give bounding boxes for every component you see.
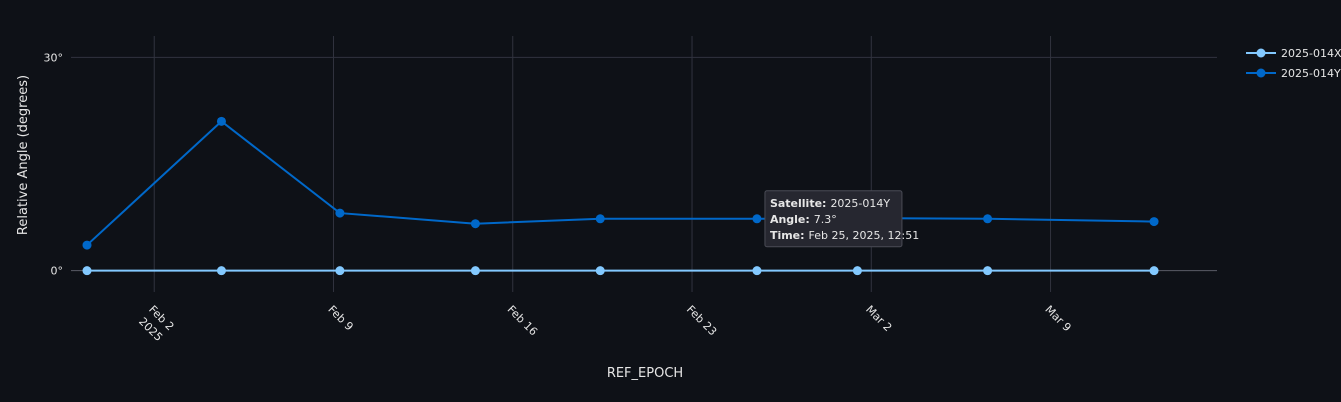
series-layer: [82, 116, 1159, 276]
series-line-2025-014Y: [86, 120, 1155, 246]
tooltip-row: Satellite: 2025-014Y: [770, 197, 890, 210]
data-point-2025-014X-8[interactable]: [1149, 266, 1159, 276]
data-point-2025-014X-1[interactable]: [216, 266, 226, 276]
tooltip-key: Time:: [770, 229, 805, 242]
legend-swatch-marker: [1256, 48, 1266, 58]
legend-label: 2025-014X: [1281, 47, 1341, 60]
data-point-2025-014Y-7[interactable]: [983, 214, 993, 224]
legend[interactable]: 2025-014X 2025-014Y: [1246, 47, 1341, 80]
data-point-2025-014X-4[interactable]: [595, 266, 605, 276]
tooltip-row: Angle: 7.3°: [770, 213, 837, 226]
data-point-2025-014Y-0[interactable]: [82, 240, 92, 250]
tooltip-box: [764, 190, 903, 248]
data-point-2025-014X-0[interactable]: [82, 266, 92, 276]
data-point-2025-014Y-8[interactable]: [1149, 217, 1159, 227]
data-point-2025-014Y-5[interactable]: [752, 214, 762, 224]
tooltip-key: Satellite:: [770, 197, 827, 210]
data-point-2025-014Y-4[interactable]: [595, 214, 605, 224]
data-point-2025-014X-6[interactable]: [852, 266, 862, 276]
x-tick-label: Mar 2: [863, 303, 894, 334]
tooltip-key: Angle:: [770, 213, 810, 226]
legend-item-2025-014X[interactable]: 2025-014X: [1246, 47, 1341, 60]
grid-layer: [71, 36, 1217, 292]
x-tick-label: Feb 9: [325, 303, 355, 333]
data-point-2025-014Y-2[interactable]: [335, 208, 345, 218]
x-tick-label: Feb 23: [684, 303, 719, 338]
x-tick-label: Feb 16: [505, 303, 540, 338]
data-point-2025-014X-5[interactable]: [752, 266, 762, 276]
y-tick-label: 0°: [51, 265, 64, 278]
data-point-2025-014Y-1[interactable]: [216, 116, 226, 126]
tooltip-row: Time: Feb 25, 2025, 12:51: [770, 229, 919, 242]
legend-swatch-marker: [1256, 68, 1266, 78]
data-point-2025-014X-2[interactable]: [335, 266, 345, 276]
hover-tooltip: Satellite: 2025-014Y Angle: 7.3° Time: Feb 25…: [764, 190, 919, 248]
y-axis-title: Relative Angle (degrees): [16, 75, 31, 235]
legend-label: 2025-014Y: [1281, 67, 1341, 80]
x-axis-title: REF_EPOCH: [607, 366, 683, 381]
y-tick-label: 30°: [44, 51, 64, 64]
x-tick-label: Mar 9: [1042, 303, 1073, 334]
data-point-2025-014X-3[interactable]: [470, 266, 480, 276]
legend-item-2025-014Y[interactable]: 2025-014Y: [1246, 67, 1341, 80]
data-point-2025-014Y-3[interactable]: [470, 219, 480, 229]
data-point-2025-014X-7[interactable]: [983, 266, 993, 276]
tooltip-value: 2025-014Y: [830, 197, 890, 210]
tooltip-value: 7.3°: [814, 213, 837, 226]
tooltip-value: Feb 25, 2025, 12:51: [809, 229, 920, 242]
